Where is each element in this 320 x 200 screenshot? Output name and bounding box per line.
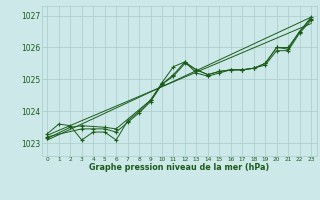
X-axis label: Graphe pression niveau de la mer (hPa): Graphe pression niveau de la mer (hPa): [89, 163, 269, 172]
